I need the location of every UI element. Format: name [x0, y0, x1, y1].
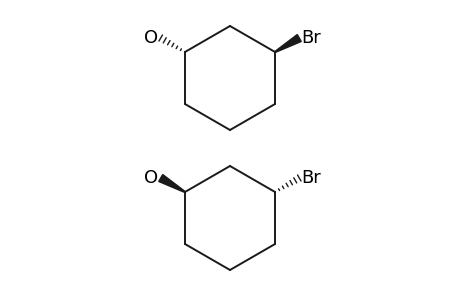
Polygon shape [158, 175, 185, 192]
Text: Br: Br [301, 29, 320, 47]
Text: Br: Br [301, 169, 320, 187]
Text: O: O [143, 29, 157, 47]
Text: O: O [143, 169, 157, 187]
Polygon shape [274, 34, 301, 52]
